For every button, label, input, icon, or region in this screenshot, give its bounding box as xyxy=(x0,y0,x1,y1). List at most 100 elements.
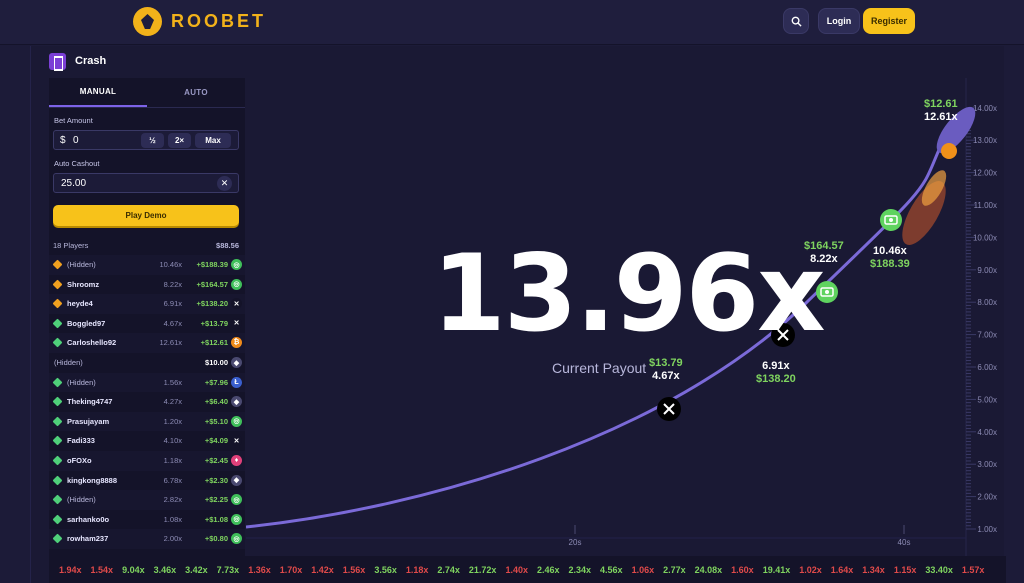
y-tick-label: 12.00x xyxy=(973,169,997,178)
player-row: Theking4747 4.27x +$6.40 ◆ xyxy=(49,392,245,412)
history-multiplier: 1.64x xyxy=(830,564,854,575)
bet-mode-tabs: MANUAL AUTO xyxy=(49,78,245,108)
currency-coin-icon: ◆ xyxy=(231,357,242,368)
x-mark xyxy=(663,403,675,415)
play-demo-button[interactable]: Play Demo xyxy=(53,205,239,226)
history-multiplier: 1.70x xyxy=(279,564,303,575)
cashout-multiplier: 10.46x xyxy=(873,245,907,257)
cashout-amount: $138.20 xyxy=(756,373,796,385)
player-row: kingkong8888 6.78x +$2.30 ◆ xyxy=(49,471,245,491)
player-name: Boggled97 xyxy=(67,318,106,328)
history-multiplier: 1.54x xyxy=(90,564,114,575)
player-name: heyde4 xyxy=(67,299,93,309)
history-multiplier: 2.34x xyxy=(568,564,592,575)
player-win: +$138.20 xyxy=(196,299,229,309)
player-row: oFOXo 1.18x +$2.45 ♦ xyxy=(49,451,245,471)
player-win: +$1.08 xyxy=(204,514,228,524)
search-button[interactable] xyxy=(783,8,809,34)
currency-coin-icon: ◎ xyxy=(231,513,242,525)
history-multiplier: 24.08x xyxy=(694,564,723,575)
history-multiplier: 4.56x xyxy=(600,564,623,575)
rank-gem-icon xyxy=(52,396,63,407)
rank-gem-icon xyxy=(52,514,63,525)
player-row: (Hidden) 1.56x +$7.96 Ł xyxy=(49,372,245,393)
player-win: +$7.96 xyxy=(204,377,228,387)
top-header: ROOBET Login Register xyxy=(0,0,1024,45)
player-name: (Hidden) xyxy=(67,260,96,269)
player-multiplier: 6.78x xyxy=(163,475,182,485)
player-name: (Hidden) xyxy=(54,358,83,367)
clear-cashout-button[interactable]: ✕ xyxy=(217,176,232,191)
register-button[interactable]: Register xyxy=(863,8,915,34)
crash-chart: 1.00x 2.00x 3.00x 4.00x 5.00x 6.00x 7.00x 8.00x… xyxy=(246,78,1006,556)
y-tick-label: 7.00x xyxy=(977,331,997,340)
history-multiplier: 1.18x xyxy=(405,564,429,575)
player-win: +$2.45 xyxy=(204,456,228,465)
y-tick-label: 11.00x xyxy=(974,201,997,210)
player-multiplier: 1.20x xyxy=(163,416,182,426)
player-row: Shroomz 8.22x +$164.57 ◎ xyxy=(49,275,245,295)
history-ticker: 1.94x 1.54x 9.04x 3.46x 3.42x 7.73x 1.36x 1.70x… xyxy=(49,556,1006,583)
x-tick-label: 40s xyxy=(898,538,911,547)
history-multiplier: 2.77x xyxy=(663,564,686,575)
currency-symbol: $ xyxy=(60,135,66,146)
players-list[interactable]: (Hidden) 10.46x +$188.39 ◎ Shroomz 8.22x +$164… xyxy=(49,255,245,555)
kangaroo-logo-icon xyxy=(133,7,162,36)
y-tick-label: 10.00x xyxy=(973,233,997,242)
bet-amount-value: 0 xyxy=(73,135,79,146)
cashout-label: $12.61 12.61x xyxy=(924,98,958,124)
player-row: (Hidden) $10.00 ◆ xyxy=(49,353,245,373)
cashout-multiplier: 8.22x xyxy=(810,253,838,265)
player-multiplier: 4.10x xyxy=(163,436,182,446)
history-multiplier: 9.04x xyxy=(122,564,145,575)
currency-coin-icon: ◎ xyxy=(231,278,242,290)
player-name: oFOXo xyxy=(67,456,92,465)
player-name: Prasujayam xyxy=(67,416,110,426)
y-tick-label: 9.00x xyxy=(977,266,997,275)
cash-note-icon xyxy=(820,287,834,297)
bet-panel: MANUAL AUTO Bet Amount $ 0 ½ 2× Max Auto… xyxy=(49,78,245,558)
player-row: rowham237 2.00x +$0.80 ◎ xyxy=(49,529,245,549)
login-button[interactable]: Login xyxy=(818,8,860,34)
rank-gem-icon xyxy=(52,494,63,505)
currency-coin-icon: ◎ xyxy=(231,494,242,506)
crash-curve-svg: 1.00x 2.00x 3.00x 4.00x 5.00x 6.00x 7.00x 8.00x… xyxy=(246,78,997,556)
tab-manual[interactable]: MANUAL xyxy=(49,78,147,107)
y-tick-label: 6.00x xyxy=(977,363,997,372)
history-multiplier: 33.40x xyxy=(925,564,953,575)
tab-auto[interactable]: AUTO xyxy=(184,88,208,97)
rank-gem-icon xyxy=(52,279,63,290)
current-multiplier: 13.96x xyxy=(432,232,826,355)
history-multiplier: 21.72x xyxy=(468,564,497,575)
player-row: Carloshello92 12.61x +$12.61 ₿ xyxy=(49,333,245,353)
player-name: Fadi333 xyxy=(67,436,95,446)
player-multiplier: 1.08x xyxy=(163,514,182,524)
double-bet-button[interactable]: 2× xyxy=(168,133,191,148)
roobet-logo[interactable]: ROOBET xyxy=(133,7,266,36)
rocket-flame xyxy=(902,181,946,245)
history-multiplier: 1.15x xyxy=(893,564,917,575)
brand-name: ROOBET xyxy=(171,11,267,31)
cashout-amount: $164.57 xyxy=(804,240,844,252)
rank-gem-icon xyxy=(52,377,63,388)
player-win: +$164.57 xyxy=(196,279,229,289)
auto-cashout-input[interactable]: 25.00 ✕ xyxy=(53,173,239,193)
player-win: +$188.39 xyxy=(196,260,229,269)
player-multiplier: 6.91x xyxy=(163,299,182,309)
currency-coin-icon: ◆ xyxy=(231,474,242,486)
player-win: +$2.25 xyxy=(204,495,228,505)
currency-coin-icon: ₿ xyxy=(231,337,242,349)
player-multiplier: 4.67x xyxy=(163,318,182,328)
half-bet-button[interactable]: ½ xyxy=(141,133,164,148)
player-row: Boggled97 4.67x +$13.79 ✕ xyxy=(49,314,245,334)
player-multiplier: 12.61x xyxy=(159,338,182,348)
rank-gem-icon xyxy=(52,259,63,270)
y-tick-label: 2.00x xyxy=(977,493,997,502)
player-name: sarhanko0o xyxy=(67,514,110,524)
player-multiplier: 2.00x xyxy=(163,534,182,544)
bet-amount-input[interactable]: $ 0 ½ 2× Max xyxy=(53,130,239,150)
player-win: +$13.79 xyxy=(200,318,228,328)
history-multiplier: 1.40x xyxy=(505,564,528,575)
crash-game-icon xyxy=(49,52,66,71)
max-bet-button[interactable]: Max xyxy=(195,133,231,148)
